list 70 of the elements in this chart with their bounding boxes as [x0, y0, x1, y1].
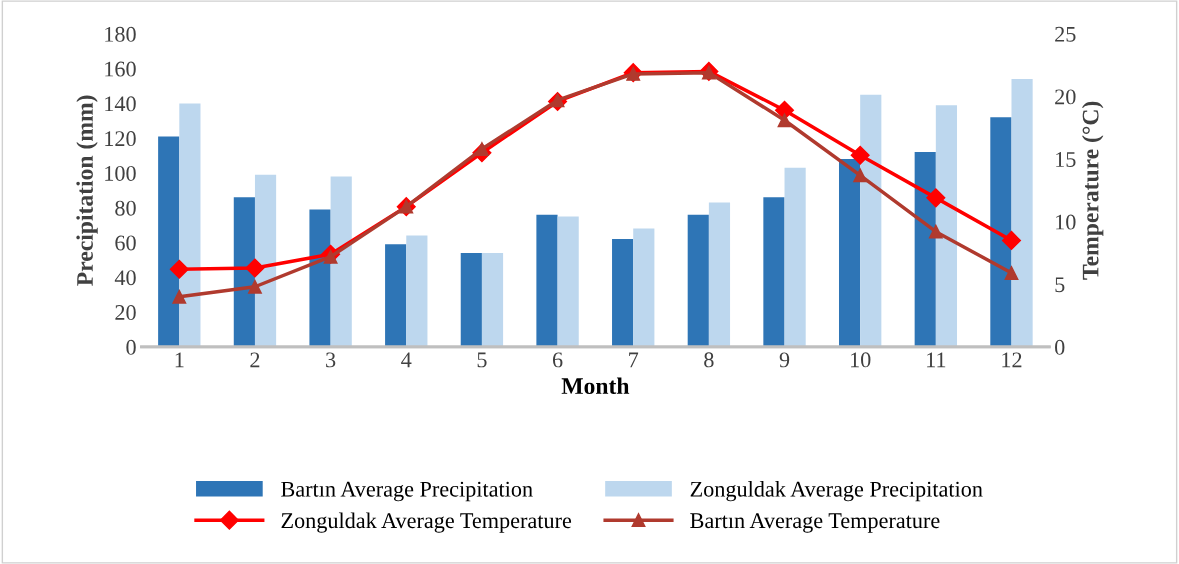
point [169, 259, 189, 279]
point [248, 279, 262, 294]
legend-label: Zonguldak Average Precipitation [690, 481, 983, 502]
y-tick-label: 120 [105, 131, 136, 147]
bar [633, 228, 655, 347]
y-axis-title: Precipitation (mm) [76, 95, 98, 286]
x-axis-title: Month [561, 377, 630, 395]
point [1001, 230, 1022, 250]
y2-tick-label: 15 [1056, 152, 1076, 167]
x-tick-label: 3 [326, 352, 336, 368]
y-tick-label: 0 [126, 339, 136, 355]
legend-label: Zonguldak Average Temperature [281, 512, 572, 533]
legend-label: Bartın Average Precipitation [281, 481, 533, 502]
bar [557, 216, 579, 347]
x-tick-label: 5 [477, 352, 487, 368]
bar [385, 244, 407, 347]
x-tick-label: 8 [704, 352, 714, 368]
point [853, 168, 868, 183]
x-tick-label: 11 [927, 352, 946, 368]
y-tick-label: 80 [115, 200, 136, 216]
bar [935, 105, 958, 347]
bar [763, 197, 785, 347]
bar [708, 202, 731, 347]
bar [1011, 79, 1033, 347]
y-tick-label: 180 [105, 26, 136, 42]
y-tick-label: 140 [105, 96, 136, 112]
y2-tick-label: 5 [1055, 277, 1065, 293]
bar [612, 239, 634, 347]
bar [460, 252, 482, 347]
x-tick-label: 2 [250, 352, 260, 368]
point [850, 145, 870, 165]
y-tick-label: 160 [105, 61, 136, 77]
point [1004, 266, 1019, 280]
point [777, 113, 792, 128]
bar [233, 197, 255, 347]
x-tick-label: 1 [175, 352, 184, 368]
bar [860, 94, 882, 347]
y2-tick-label: 10 [1056, 214, 1076, 230]
bar [158, 136, 180, 347]
bar [536, 214, 558, 347]
x-tick-label: 6 [552, 352, 563, 368]
x-tick-label: 12 [1002, 352, 1022, 368]
y-tick-label: 20 [115, 305, 136, 321]
bar [914, 152, 936, 347]
bar [330, 176, 352, 347]
point [926, 188, 946, 208]
bar [254, 174, 277, 347]
legend-label: Bartın Average Temperature [690, 513, 940, 533]
x-tick-label: 4 [401, 352, 412, 368]
x-tick-label: 7 [629, 352, 639, 368]
y-tick-label: 100 [105, 165, 136, 181]
point [928, 224, 943, 239]
x-tick-label: 9 [779, 352, 790, 368]
bar [990, 117, 1012, 347]
point [245, 258, 265, 278]
y2-tick-label: 20 [1055, 89, 1076, 105]
y-tick-label: 40 [114, 270, 136, 286]
y2-tick-label: 25 [1055, 26, 1076, 42]
x-tick-label: 10 [851, 352, 871, 368]
bar [309, 209, 331, 347]
y2-axis-title: Temperature (°C) [1081, 101, 1104, 280]
y-tick-label: 60 [115, 235, 136, 251]
bar [179, 103, 201, 347]
point [172, 289, 187, 304]
bar [687, 214, 709, 347]
bar [784, 167, 806, 347]
bar [839, 159, 861, 347]
y2-tick-label: 0 [1055, 339, 1065, 355]
bar [481, 252, 504, 347]
bar [406, 235, 428, 347]
